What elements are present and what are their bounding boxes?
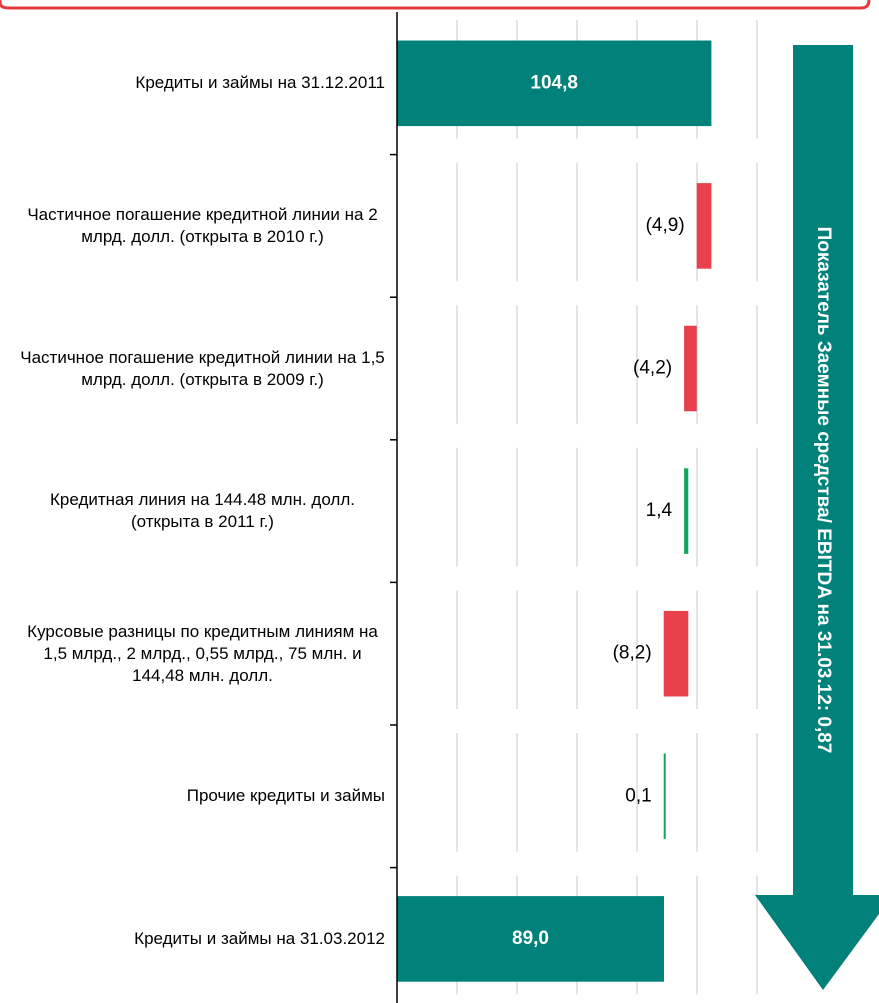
category-label: Кредитная линия на 144.48 млн. долл. (от… [50, 490, 355, 532]
category-label: Прочие кредиты и займы [186, 786, 385, 806]
value-label: 1,4 [646, 500, 673, 521]
category-separators [390, 153, 397, 869]
category-label: Курсовые разницы по кредитным линиям на … [27, 621, 378, 685]
value-label: 104,8 [530, 72, 578, 93]
frame-edge [0, 0, 871, 10]
arrow [755, 45, 879, 990]
bars: 104,8 (4,9) (4,2) 1,4 (8,2) 0,1 89,0 [397, 40, 712, 982]
bar [397, 40, 712, 127]
bar [663, 610, 689, 697]
bar [684, 468, 689, 554]
category-label: Кредиты и займы на 31.12.2011 [135, 73, 385, 93]
annotation: Показатель Заемные средства/ EBITDA на 3… [813, 227, 834, 754]
value-label: 89,0 [512, 928, 549, 949]
bar [397, 896, 664, 982]
value-label: (4,9) [646, 215, 685, 236]
value-label: (8,2) [613, 643, 652, 664]
grid [456, 20, 758, 1003]
value-label: 0,1 [625, 785, 651, 806]
value-label: (4,2) [633, 358, 672, 379]
category-label: Кредиты и займы на 31.03.2012 [134, 928, 385, 948]
category-label: Частичное погашение кредитной линии на 1… [20, 347, 385, 389]
category-label: Частичное погашение кредитной линии на 2… [27, 204, 378, 246]
bar [684, 325, 697, 412]
bar [696, 183, 712, 269]
bar [663, 753, 666, 840]
